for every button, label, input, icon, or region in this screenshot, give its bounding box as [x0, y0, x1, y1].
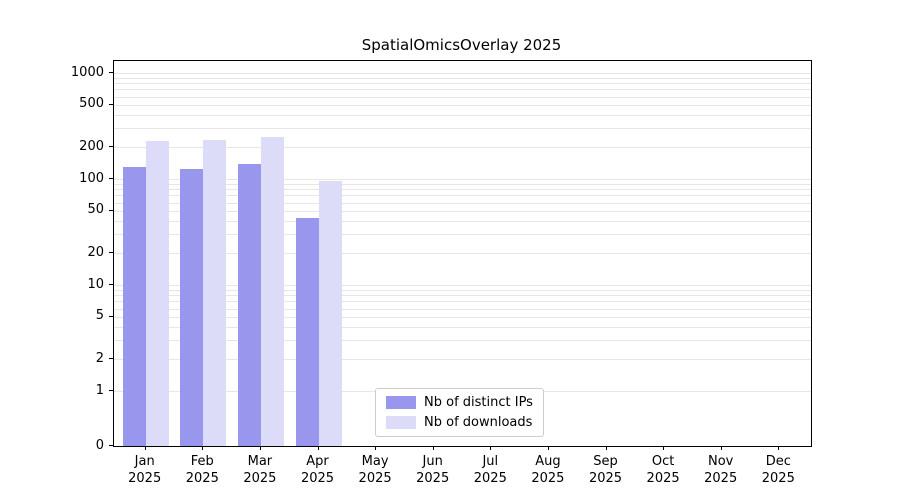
- x-tick-label: Jun 2025: [416, 454, 450, 486]
- gridline: [114, 77, 811, 79]
- gridline: [114, 301, 811, 303]
- x-tick-mark: [663, 446, 665, 450]
- y-tick-label: 50: [87, 202, 104, 218]
- gridline: [114, 202, 811, 204]
- x-tick-mark: [317, 446, 319, 450]
- y-tick-mark: [109, 445, 113, 446]
- x-tick-label: Sep 2025: [588, 454, 623, 486]
- gridline: [114, 195, 811, 197]
- bar-downloads: [260, 136, 284, 446]
- gridline: [114, 289, 811, 291]
- y-tick-label: 2: [95, 350, 104, 366]
- bar-distinct-ips: [180, 168, 204, 446]
- gridline: [114, 316, 811, 318]
- bar-downloads: [203, 139, 227, 446]
- gridline: [114, 83, 811, 85]
- gridline: [114, 210, 811, 212]
- plot-area: [113, 60, 812, 447]
- x-tick-label: Nov 2025: [704, 454, 738, 486]
- bar-distinct-ips: [295, 217, 319, 446]
- gridline: [114, 96, 811, 98]
- gridline: [114, 359, 811, 361]
- gridline: [114, 179, 811, 180]
- x-tick-label: Mar 2025: [243, 454, 277, 486]
- gridline: [114, 73, 811, 74]
- y-tick-mark: [109, 284, 113, 285]
- x-tick-mark: [605, 446, 607, 450]
- gridline: [114, 189, 811, 191]
- y-tick-mark: [109, 178, 113, 179]
- legend-item-downloads: Nb of downloads: [386, 416, 533, 429]
- x-tick-mark: [778, 446, 780, 450]
- bar-downloads: [318, 181, 342, 446]
- y-tick-mark: [109, 252, 113, 254]
- legend-item-distinct-ips: Nb of distinct IPs: [386, 396, 533, 409]
- gridline: [114, 89, 811, 91]
- x-tick-label: Aug 2025: [531, 454, 565, 486]
- bar-downloads: [145, 140, 169, 446]
- y-tick-label: 500: [79, 96, 104, 112]
- y-tick-label: 200: [79, 138, 104, 154]
- gridline: [114, 183, 811, 185]
- gridline: [114, 340, 811, 342]
- chart-title: SpatialOmicsOverlay 2025: [361, 36, 562, 54]
- gridline: [114, 221, 811, 223]
- legend-swatch-distinct-ips-icon: [386, 396, 416, 409]
- x-tick-mark: [720, 446, 722, 450]
- gridline: [114, 104, 811, 106]
- y-tick-mark: [109, 209, 113, 211]
- gridline: [114, 147, 811, 149]
- gridline: [114, 128, 811, 130]
- bar-distinct-ips: [237, 163, 261, 446]
- x-tick-mark: [202, 446, 204, 450]
- x-tick-mark: [490, 446, 492, 450]
- gridline: [114, 295, 811, 297]
- x-tick-label: May 2025: [358, 454, 392, 486]
- legend-swatch-downloads-icon: [386, 416, 416, 429]
- gridline: [114, 115, 811, 117]
- bar-distinct-ips: [122, 166, 146, 446]
- gridline: [114, 327, 811, 329]
- legend: Nb of distinct IPs Nb of downloads: [375, 388, 544, 437]
- x-tick-mark: [375, 446, 377, 450]
- x-tick-mark: [144, 446, 146, 450]
- y-tick-label: 20: [87, 244, 104, 260]
- y-tick-label: 10: [87, 276, 104, 292]
- y-tick-label: 100: [79, 170, 104, 186]
- gridline: [114, 253, 811, 255]
- x-tick-label: Jul 2025: [473, 454, 507, 486]
- y-tick-mark: [109, 72, 113, 73]
- y-tick-label: 1000: [70, 64, 104, 80]
- x-tick-label: Feb 2025: [185, 454, 219, 486]
- y-tick-label: 1: [95, 382, 104, 398]
- y-tick-mark: [109, 146, 113, 148]
- y-tick-mark: [109, 390, 113, 391]
- legend-label-distinct-ips: Nb of distinct IPs: [424, 395, 533, 410]
- legend-label-downloads: Nb of downloads: [424, 415, 533, 430]
- x-tick-mark: [547, 446, 549, 450]
- x-tick-label: Apr 2025: [300, 454, 335, 486]
- y-tick-label: 0: [95, 437, 104, 453]
- y-tick-mark: [109, 103, 113, 105]
- gridline: [114, 308, 811, 310]
- y-tick-mark: [109, 315, 113, 317]
- x-tick-mark: [432, 446, 434, 450]
- x-tick-label: Oct 2025: [646, 454, 680, 486]
- x-tick-label: Dec 2025: [761, 454, 795, 486]
- gridline: [114, 234, 811, 236]
- y-tick-mark: [109, 358, 113, 360]
- x-tick-mark: [259, 446, 261, 450]
- y-tick-label: 5: [95, 308, 104, 324]
- gridline: [114, 285, 811, 286]
- x-tick-label: Jan 2025: [128, 454, 162, 486]
